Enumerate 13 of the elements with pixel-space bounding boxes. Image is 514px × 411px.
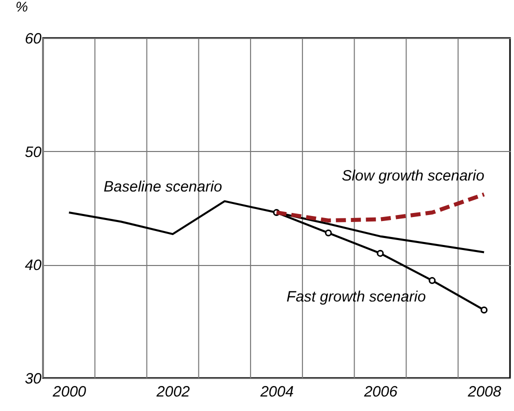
series-label: Slow growth scenario (342, 167, 484, 184)
x-tick-label: 2008 (466, 384, 502, 400)
y-tick-label: 60 (24, 30, 42, 48)
y-tick-label: 40 (24, 257, 42, 274)
x-tick-label: 2000 (52, 384, 87, 400)
x-tick-label: 2004 (259, 384, 294, 400)
y-axis-title: % (16, 0, 28, 14)
x-tick-label: 2002 (156, 384, 191, 400)
y-tick-label: 30 (24, 370, 42, 388)
x-tick-label: 2006 (363, 384, 398, 400)
series-label: Fast growth scenario (286, 288, 426, 306)
series-label: Baseline scenario (104, 178, 222, 196)
y-tick-label: 50 (24, 144, 42, 161)
